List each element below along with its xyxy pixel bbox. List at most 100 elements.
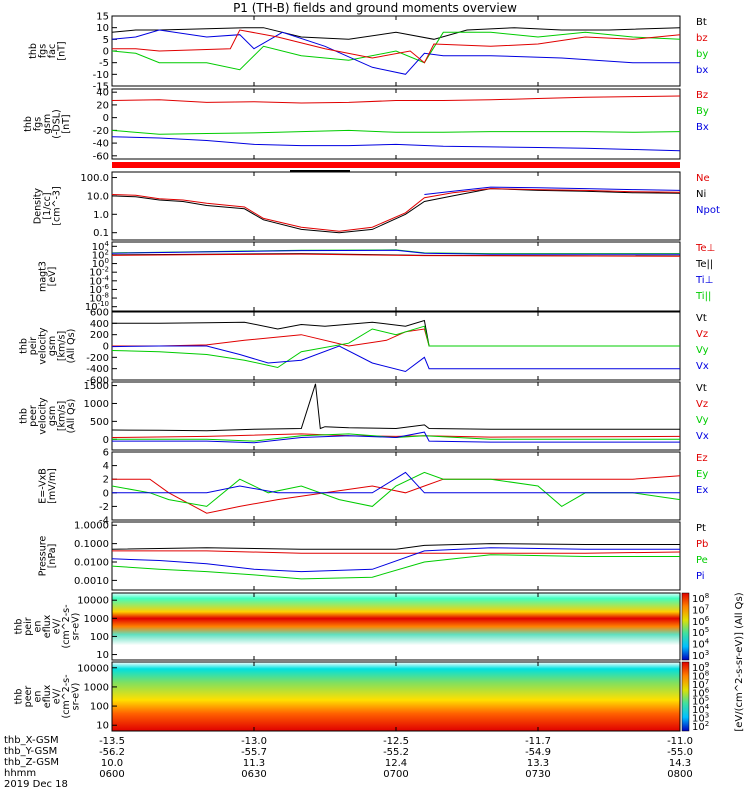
ephemeris-labels: thb_X-GSM thb_Y-GSM thb_Z-GSM hhmm 2019 … <box>4 735 68 790</box>
legend-entry: Vx <box>696 361 709 372</box>
spectrogram-peir-eflux-ylabel-line: sr-eV) <box>71 613 82 641</box>
ephemeris-value: -55.7 <box>241 747 267 758</box>
legend-entry: Ti⊥ <box>695 275 713 286</box>
y-tick-label: 1.0000 <box>74 521 109 532</box>
ephemeris-value: -13.5 <box>99 736 125 747</box>
spectrogram-peer-eflux-ylabel-line: eflux <box>42 684 53 708</box>
ephem-label-date: 2019 Dec 18 <box>4 779 68 790</box>
ephemeris-value: 0730 <box>525 769 550 780</box>
y-tick-label: 0.1 <box>93 228 109 239</box>
ephemeris-value: 0600 <box>99 769 124 780</box>
series-line <box>111 129 681 135</box>
y-tick-label: 10 <box>96 721 109 732</box>
y-tick-label: 4 <box>103 461 109 472</box>
panel-frame <box>111 521 681 591</box>
legend-entry: Ey <box>696 469 708 480</box>
panel-peer-velocity-ylabel-line: thb <box>18 408 29 424</box>
y-tick-label: 5 <box>103 35 109 46</box>
legend-entry: By <box>696 106 709 117</box>
legend-entry: Bt <box>696 17 707 28</box>
y-tick-label: 100.0 <box>80 173 109 184</box>
legend-entry: Ez <box>696 453 708 464</box>
colorbar-tick-label: 102 <box>692 720 709 733</box>
series-line <box>424 186 681 195</box>
y-tick-label: 200 <box>90 330 109 341</box>
panel-pressure: 1.0000 0.1000 0.0100 0.0010 Pt Pb Pe Pi <box>74 521 708 591</box>
legend-entry: Vt <box>696 313 707 324</box>
y-tick-label: 0 <box>103 435 109 446</box>
panel-e-field-ylabel-line: [mV/m] <box>47 468 58 504</box>
series-line <box>112 431 680 444</box>
series-line <box>111 547 680 573</box>
series-line <box>111 345 680 373</box>
y-tick-label: 1500 <box>84 381 109 392</box>
panel-frame <box>111 171 681 241</box>
legend-entry: Pi <box>696 571 705 582</box>
y-tick-label: -10 <box>93 70 109 81</box>
series-line <box>112 475 681 514</box>
panel-peir-velocity-ylabel-line: velocity <box>37 327 48 365</box>
y-tick-label: 500 <box>90 417 109 428</box>
series-line <box>112 471 680 494</box>
ephem-label-hhmm: hhmm <box>4 768 37 779</box>
series-line <box>111 543 680 550</box>
ephem-label-x: thb_X-GSM <box>4 735 59 746</box>
legend-entry: Ni <box>696 189 706 200</box>
panel-peir-velocity-ylabel-line: gsm <box>47 336 58 356</box>
legend-entry: Te⊥ <box>695 243 715 254</box>
panel-peer-velocity-ylabel-line: [km/s] <box>56 401 67 431</box>
y-tick-label: -20 <box>93 126 109 137</box>
mode-flag-bar <box>112 162 680 168</box>
series-line <box>111 188 681 234</box>
panel-e-field-ylabel-line: E=-VxB <box>37 468 48 503</box>
y-tick-label: -60 <box>93 151 109 162</box>
spectrogram-peer-eflux-ylabel-line: eV/ <box>52 688 63 704</box>
ephemeris-value: -55.0 <box>667 747 693 758</box>
legend-entry: by <box>696 49 708 60</box>
series-line <box>111 249 680 255</box>
y-tick-label: 1000 <box>84 682 109 693</box>
y-tick-label: 0 <box>103 47 109 58</box>
series-line <box>111 554 680 580</box>
panel-peir-velocity-ylabel-line: thb <box>18 338 29 354</box>
spectrogram-peir-eflux-ylabel-line: eflux <box>42 614 53 638</box>
colorbar-strip <box>681 592 690 661</box>
panel-density: 100.0 10.0 1.0 0.1 Ne Ni Npot <box>80 171 720 241</box>
panel-peir-velocity-ylabel-line: [km/s] <box>56 331 67 361</box>
y-tick-label: 400 <box>90 319 109 330</box>
y-tick-label: 0 <box>103 342 109 353</box>
y-tick-label: 10000 <box>77 596 109 607</box>
colorbar-strip <box>681 661 690 732</box>
panel-peer-velocity-ylabel-line: peer <box>28 405 39 427</box>
panel-peir-velocity-ylabel-line: (All Qs) <box>66 329 77 364</box>
y-tick-label: -600 <box>86 376 109 387</box>
series-line <box>112 328 680 347</box>
y-tick-label: 0.1000 <box>74 539 109 550</box>
y-tick-label: 600 <box>90 308 109 319</box>
ephemeris-value: -55.2 <box>383 747 409 758</box>
legend-entry: Vx <box>696 431 709 442</box>
legend-entry: bx <box>696 65 708 76</box>
y-tick-label: -15 <box>93 82 109 93</box>
spectrogram-peer-eflux-ylabel-line: sr-eV) <box>71 683 82 711</box>
series-line <box>111 95 681 104</box>
ephemeris-value: 13.3 <box>527 758 549 769</box>
ephemeris-value: -11.0 <box>667 736 693 747</box>
spectrogram-peer-eflux-ylabel-line: peer <box>23 686 34 708</box>
y-tick-label: 6 <box>103 448 109 459</box>
page-title: P1 (TH-B) fields and ground moments over… <box>233 1 517 15</box>
y-tick-label: 1000 <box>84 399 109 410</box>
y-tick-label: 1000 <box>84 614 109 625</box>
y-tick-label: 10.0 <box>87 191 109 202</box>
spectrogram-peer-eflux-ylabel-line: (cm^2-s- <box>61 675 72 719</box>
spectrogram-image <box>112 593 680 660</box>
legend-entry: Pt <box>696 523 706 534</box>
panel-fgs-fac-ylabel-line: [nT] <box>56 41 67 60</box>
spectrogram-peir-eflux-ylabel-line: thb <box>14 619 25 635</box>
series-line <box>111 31 681 71</box>
